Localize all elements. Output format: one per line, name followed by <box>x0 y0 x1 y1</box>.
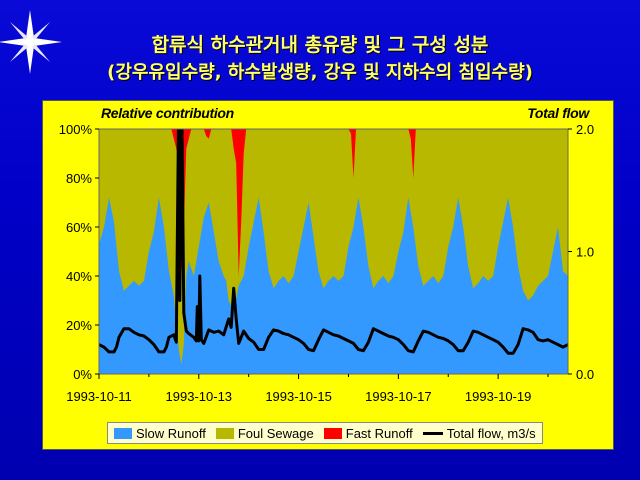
decorative-star-icon <box>0 10 62 74</box>
total-flow-line <box>99 129 568 355</box>
y-left-tick-label: 60% <box>66 220 92 235</box>
chart-legend: Slow Runoff Foul Sewage Fast Runoff Tota… <box>107 422 543 444</box>
legend-swatch-foul-sewage <box>215 427 234 439</box>
legend-label-fast-runoff: Fast Runoff <box>345 425 413 441</box>
page-title-line-1: 합류식 하수관거내 총유량 및 그 구성 성분 <box>151 34 489 56</box>
slow-runoff-area <box>99 197 568 374</box>
legend-swatch-slow-runoff <box>114 427 132 439</box>
x-tick-label: 1993-10-15 <box>265 389 332 404</box>
y-right-tick-label: 0.0 <box>576 367 594 382</box>
y-left-tick-label: 100% <box>59 122 93 137</box>
x-tick-label: 1993-10-13 <box>166 389 233 404</box>
legend-label-foul-sewage: Foul Sewage <box>237 425 314 441</box>
left-axis-title: Relative contribution <box>101 105 234 121</box>
x-tick-label: 1993-10-19 <box>465 389 532 404</box>
legend-label-slow-runoff: Slow Runoff <box>136 425 206 441</box>
legend-item-fast-runoff: Fast Runoff <box>323 425 413 441</box>
legend-label-total-flow: Total flow, m3/s <box>446 425 536 441</box>
x-tick-label: 1993-10-11 <box>66 389 132 404</box>
legend-line-total-flow <box>422 431 443 435</box>
legend-item-slow-runoff: Slow Runoff <box>114 426 206 441</box>
y-left-tick-label: 80% <box>66 171 92 186</box>
chart-panel: 0% 20% 40% 60% 80% 100% 0.0 1.0 2.0 1993-10-11 199… <box>42 100 614 450</box>
y-left-tick-label: 40% <box>66 269 92 284</box>
y-left-tick-label: 20% <box>66 318 92 333</box>
right-axis-title: Total flow <box>527 105 589 121</box>
legend-swatch-fast-runoff <box>323 427 342 439</box>
x-tick-label: 1993-10-17 <box>365 389 432 404</box>
legend-item-total-flow: Total flow, m3/s <box>422 425 536 441</box>
y-right-tick-label: 2.0 <box>576 122 594 137</box>
page-title-line-2: (강우유입수량, 하수발생량, 강우 및 지하수의 침입수량) <box>107 62 533 83</box>
chart-svg: 0% 20% 40% 60% 80% 100% 0.0 1.0 2.0 1993-10-11 199… <box>59 122 594 404</box>
legend-item-foul-sewage: Foul Sewage <box>215 425 314 441</box>
y-right-tick-label: 1.0 <box>576 245 594 260</box>
y-left-tick-label: 0% <box>73 367 92 382</box>
